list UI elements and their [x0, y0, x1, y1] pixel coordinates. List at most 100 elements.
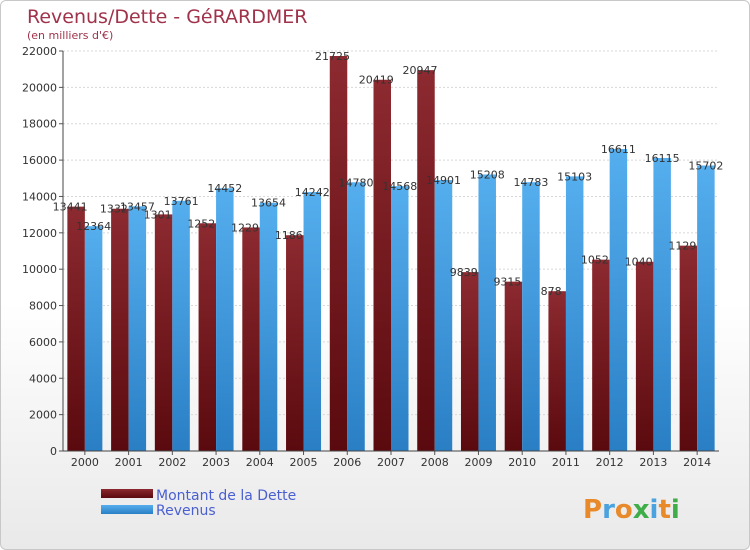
axes — [62, 51, 719, 452]
bar-dette — [417, 70, 435, 452]
data-label-dette: 1252 — [187, 217, 215, 230]
data-label-dette: 13441 — [53, 201, 88, 214]
bar-dette — [504, 281, 523, 451]
bar-revenus — [391, 186, 409, 452]
data-label-revenus: 14242 — [295, 186, 330, 199]
bar-revenus — [259, 202, 278, 451]
data-label-revenus: 15103 — [557, 170, 592, 183]
data-label-revenus: 14783 — [513, 176, 548, 189]
bar-dette — [111, 208, 129, 451]
data-label-dette: 20947 — [402, 64, 437, 77]
x-tick-label: 2002 — [158, 456, 186, 469]
data-label-revenus: 15208 — [470, 168, 505, 181]
chart-title: Revenus/Dette - GéRARDMER — [27, 6, 307, 28]
data-label-dette: 1229 — [231, 221, 259, 234]
y-tick-label: 4000 — [29, 372, 57, 385]
proxiti-logo: Proxiti — [583, 495, 680, 525]
bar-revenus — [478, 174, 496, 451]
chart-subtitle: (en milliers d'€) — [27, 29, 113, 42]
x-tick-label: 2008 — [421, 456, 449, 469]
x-tick-label: 2012 — [596, 456, 624, 469]
bar-dette — [460, 272, 479, 451]
bar-dette — [373, 79, 391, 451]
bar-dette — [67, 206, 85, 451]
bar-dette — [548, 291, 566, 451]
data-label-dette: 9315 — [493, 276, 521, 289]
x-tick-label: 2011 — [552, 456, 580, 469]
data-label-revenus: 14568 — [382, 180, 417, 193]
data-label-dette: 1052 — [581, 254, 609, 267]
bar-revenus — [347, 182, 365, 452]
data-label-dette: 9839 — [450, 266, 478, 279]
y-tick-label: 14000 — [22, 190, 57, 203]
bar-revenus — [172, 200, 190, 451]
data-label-revenus: 14901 — [426, 174, 461, 187]
bar-revenus — [565, 176, 584, 451]
bar-dette — [329, 56, 348, 451]
x-tick-label: 2014 — [683, 456, 711, 469]
bars — [67, 56, 715, 452]
y-tick-label: 6000 — [29, 336, 57, 349]
data-label-dette: 1129 — [668, 240, 696, 253]
legend-label-debt: Montant de la Dette — [156, 488, 296, 504]
data-label-revenus: 14452 — [207, 182, 242, 195]
y-tick-label: 8000 — [29, 300, 57, 313]
y-tick-label: 0 — [50, 445, 57, 458]
bar-dette — [286, 235, 304, 451]
x-axis-ticks: 2000 2001 2002 2003 2004 2005 2006 2007 2008 2009… — [71, 451, 711, 469]
y-axis-ticks: 0 2000 4000 6000 8000 10000 12000 14000 16000 180… — [22, 45, 63, 458]
y-tick-label: 10000 — [22, 263, 57, 276]
data-label-dette: 1301 — [144, 208, 172, 221]
y-tick-label: 20000 — [22, 81, 57, 94]
legend: Montant de la Dette Revenus — [101, 488, 296, 519]
data-label-dette: 1332 — [100, 203, 128, 216]
x-tick-label: 2004 — [246, 456, 274, 469]
x-tick-label: 2013 — [639, 456, 667, 469]
bar-dette — [242, 227, 260, 451]
data-label-dette: 1040 — [625, 256, 653, 269]
bar-dette — [198, 223, 217, 451]
data-label-revenus: 13654 — [251, 197, 286, 210]
data-label-revenus: 15702 — [688, 160, 723, 173]
y-tick-label: 16000 — [22, 154, 57, 167]
x-tick-label: 2010 — [508, 456, 536, 469]
y-tick-label: 18000 — [22, 118, 57, 131]
data-label-revenus: 13761 — [164, 195, 199, 208]
data-label-dette: 878 — [541, 285, 562, 298]
data-label-revenus: 16115 — [645, 152, 680, 165]
x-tick-label: 2007 — [377, 456, 405, 469]
x-tick-label: 2006 — [333, 456, 361, 469]
x-tick-label: 2009 — [464, 456, 492, 469]
y-tick-label: 2000 — [29, 409, 57, 422]
bar-revenus — [653, 158, 671, 451]
legend-label-revenus: Revenus — [156, 503, 216, 519]
data-label-revenus: 16611 — [601, 143, 636, 156]
data-label-dette: 21725 — [315, 50, 350, 63]
x-tick-label: 2000 — [71, 456, 99, 469]
bar-revenus — [609, 148, 628, 451]
bar-dette — [154, 214, 173, 451]
bar-revenus — [84, 226, 103, 451]
bar-revenus — [303, 192, 322, 451]
x-tick-label: 2003 — [202, 456, 230, 469]
bar-dette — [635, 261, 654, 451]
bar-dette — [679, 245, 698, 451]
data-label-dette: 20419 — [359, 74, 394, 87]
bar-revenus — [128, 206, 147, 451]
x-tick-label: 2001 — [115, 456, 143, 469]
legend-swatch-debt — [101, 489, 153, 498]
x-tick-label: 2005 — [290, 456, 318, 469]
data-label-revenus: 14780 — [339, 176, 374, 189]
data-label-revenus: 13457 — [120, 200, 155, 213]
legend-swatch-revenus — [101, 505, 153, 514]
bar-revenus — [216, 188, 234, 451]
bar-revenus — [697, 165, 715, 451]
bar-dette — [592, 259, 610, 451]
bar-revenus — [522, 182, 540, 451]
data-label-dette: 1186 — [275, 229, 303, 242]
y-tick-label: 22000 — [22, 45, 57, 58]
data-label-revenus: 12364 — [76, 220, 111, 233]
